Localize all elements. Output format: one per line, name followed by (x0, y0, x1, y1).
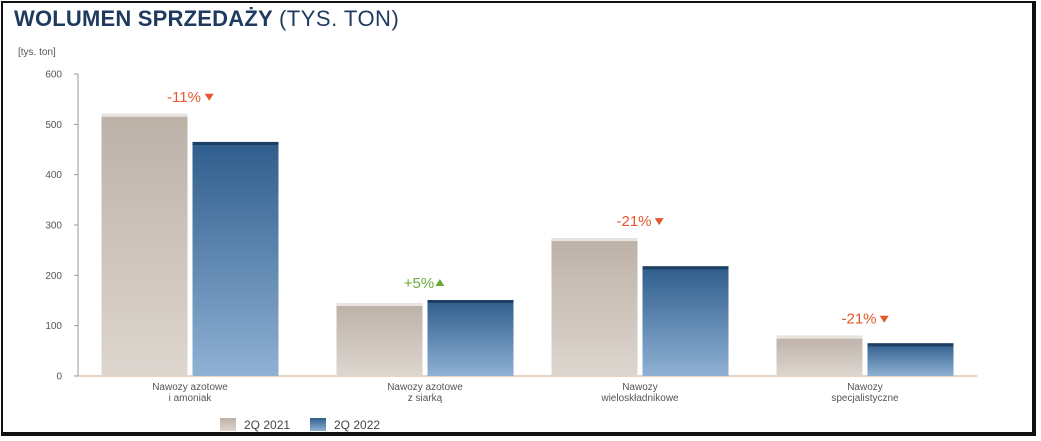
bar-cap (551, 238, 638, 242)
bar-cap (776, 335, 863, 339)
bar-2022-2 (427, 299, 514, 376)
bar-2022-3 (642, 266, 729, 376)
legend-swatch-2021 (220, 418, 236, 431)
y-tick-label: 300 (45, 221, 62, 232)
change-label: -21% (841, 311, 876, 328)
bar-2021-2 (336, 303, 423, 376)
legend-label: 2Q 2021 (244, 418, 290, 432)
change-label: -11% (167, 89, 201, 106)
bar-2022-1 (192, 141, 279, 376)
y-tick-label: 500 (45, 120, 62, 131)
bar-2022-4 (867, 343, 954, 376)
bar-2021-4 (776, 335, 863, 376)
change-label: +5% (404, 275, 434, 292)
bar-cap (336, 303, 423, 307)
bar-cap (427, 299, 514, 303)
bar-cap (192, 141, 279, 145)
x-category-label: Nawozy azotowe (152, 382, 228, 393)
legend-label: 2Q 2022 (334, 418, 380, 432)
y-tick-label: 600 (45, 70, 62, 81)
x-category-label: Nawozy (622, 382, 658, 393)
bar-2021-1 (101, 113, 188, 376)
bar-cap (642, 266, 729, 270)
triangle-up-icon (435, 278, 445, 286)
y-tick-label: 400 (45, 170, 62, 181)
legend-swatch-2022 (310, 418, 326, 431)
bar-2021-3 (551, 238, 638, 376)
x-category-label: specjalistyczne (831, 393, 899, 404)
bar-cap (101, 113, 188, 117)
x-category-label: Nawozy azotowe (387, 382, 463, 393)
chart-title-unit: (TYS. TON) (278, 6, 400, 31)
change-label: -21% (616, 213, 651, 230)
bar-cap (867, 343, 954, 347)
y-tick-label: 0 (56, 372, 62, 383)
x-category-label: Nawozy (847, 382, 883, 393)
triangle-down-icon (879, 315, 889, 323)
y-tick-label: 200 (45, 271, 62, 282)
x-category-label: wieloskładnikowe (600, 393, 679, 404)
triangle-down-icon (654, 218, 664, 226)
chart-title-main: WOLUMEN SPRZEDAŻY (14, 6, 273, 31)
x-category-label: i amoniak (169, 393, 213, 404)
triangle-down-icon (204, 93, 214, 101)
y-tick-label: 100 (45, 321, 62, 332)
y-axis-label: [tys. ton] (18, 47, 56, 58)
x-category-label: z siarką (408, 393, 443, 404)
chart-title: WOLUMEN SPRZEDAŻY (TYS. TON) (14, 6, 399, 32)
